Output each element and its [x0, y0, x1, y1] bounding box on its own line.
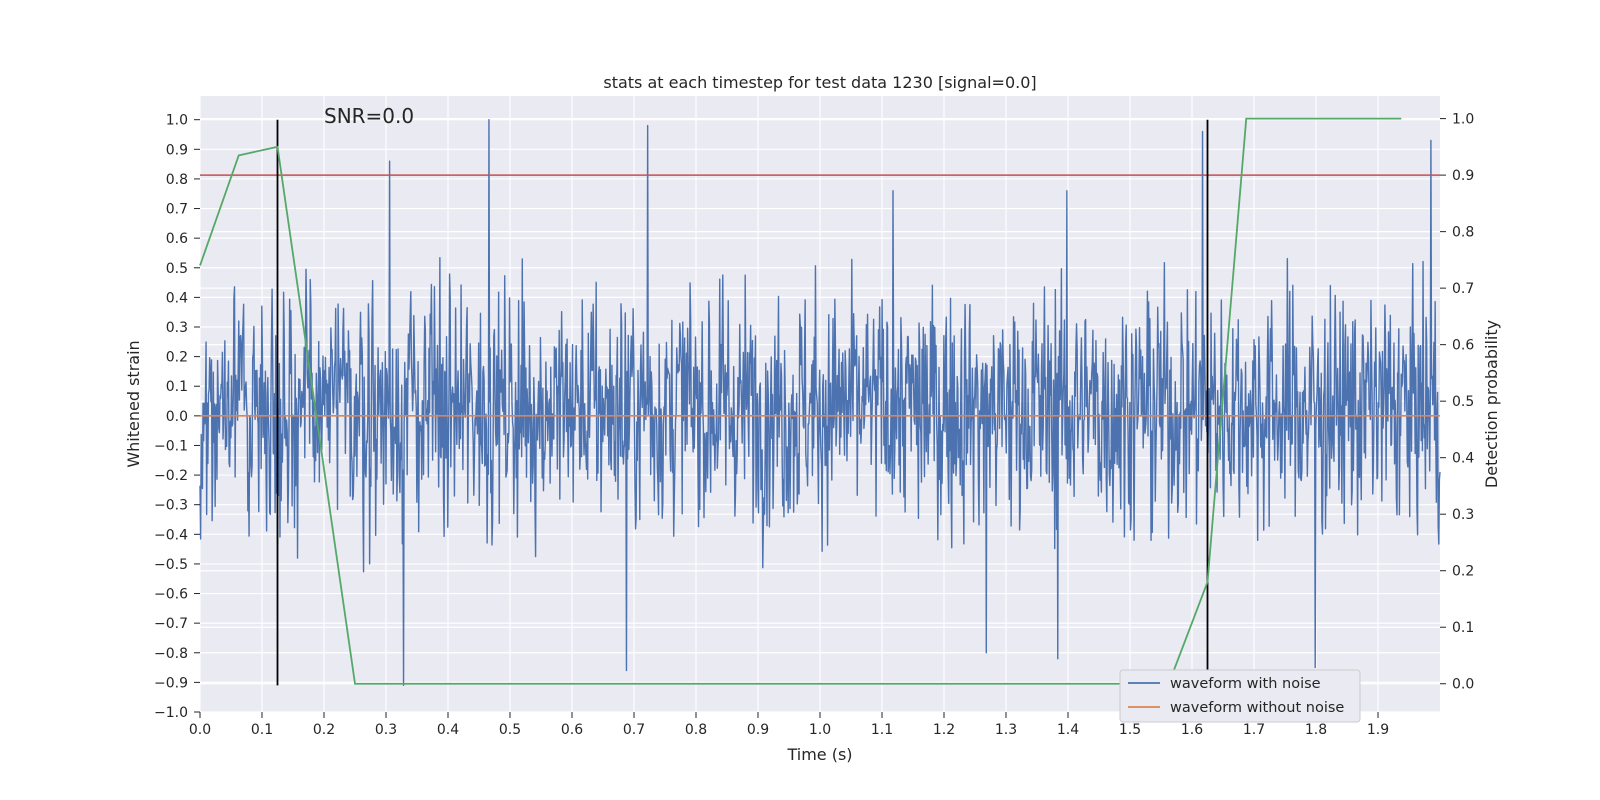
y2-tick-label: 0.3	[1452, 507, 1474, 523]
x-tick-label: 0.8	[685, 722, 707, 738]
x-tick-label: 0.6	[561, 722, 583, 738]
x-tick-label: 1.6	[1181, 722, 1203, 738]
y-tick-label: 0.4	[166, 290, 188, 306]
y2-tick-label: 1.0	[1452, 112, 1474, 128]
legend: waveform with noise waveform without noi…	[1119, 669, 1361, 723]
legend-box	[1119, 669, 1361, 723]
x-tick-label: 1.8	[1305, 722, 1327, 738]
y2-tick-label: 0.2	[1452, 564, 1474, 580]
y-tick-label: 0.8	[166, 172, 188, 188]
axes: 0.0 0.1 0.2 0.3 0.4 0.5 0.6 0.7 0.8 0.9 1.0 1.1 1.2 1…	[154, 112, 1474, 738]
x-tick-label: 1.2	[933, 722, 955, 738]
y-tick-label: −0.1	[154, 438, 188, 454]
x-tick-label: 1.4	[1057, 722, 1079, 738]
x-tick-label: 0.5	[499, 722, 521, 738]
y-tick-label: −0.8	[154, 646, 188, 662]
y-tick-label: −0.2	[154, 468, 188, 484]
snr-annotation: SNR=0.0	[324, 104, 414, 128]
y2-tick-label: 0.9	[1452, 168, 1474, 184]
x-tick-label: 0.3	[375, 722, 397, 738]
y-tick-label: −0.9	[154, 675, 188, 691]
detection-probability-line	[199, 117, 1402, 685]
series-lines	[199, 117, 1440, 686]
y-tick-label: −0.3	[154, 498, 188, 514]
chart-title: stats at each timestep for test data 123…	[603, 73, 1036, 92]
y-tick-label: 0.1	[166, 379, 188, 395]
y-tick-label: 0.0	[166, 409, 188, 425]
x-tick-label: 1.9	[1367, 722, 1389, 738]
noisy-waveform-series	[199, 118, 1441, 687]
y2-tick-label: 0.8	[1452, 225, 1474, 241]
y-tick-label: −0.5	[154, 557, 188, 573]
x-tick-label: 0.1	[251, 722, 273, 738]
x-tick-label: 1.7	[1243, 722, 1265, 738]
y2-axis-label: Detection probability	[1482, 320, 1501, 488]
y2-tick-label: 0.0	[1452, 677, 1474, 693]
noisy-waveform-line	[199, 118, 1441, 687]
y-tick-label: 0.9	[166, 142, 188, 158]
y-tick-label: −1.0	[154, 705, 188, 721]
y-tick-label: 0.7	[166, 202, 188, 218]
y-tick-label: −0.4	[154, 527, 188, 543]
y-tick-label: −0.7	[154, 616, 188, 632]
y2-tick-label: 0.6	[1452, 338, 1474, 354]
y2-tick-label: 0.4	[1452, 451, 1474, 467]
x-tick-label: 1.3	[995, 722, 1017, 738]
y2-tick-label: 0.7	[1452, 281, 1474, 297]
x-tick-label: 0.4	[437, 722, 459, 738]
y-axis-label: Whitened strain	[124, 340, 143, 467]
y-tick-label: 1.0	[166, 113, 188, 129]
x-tick-label: 0.2	[313, 722, 335, 738]
x-axis-label: Time (s)	[786, 745, 852, 764]
x-tick-label: 0.0	[189, 722, 211, 738]
y-tick-label: 0.3	[166, 320, 188, 336]
x-tick-label: 0.9	[747, 722, 769, 738]
y2-tick-label: 0.1	[1452, 620, 1474, 636]
y2-tick-label: 0.5	[1452, 394, 1474, 410]
x-tick-label: 1.5	[1119, 722, 1141, 738]
y-tick-label: 0.6	[166, 231, 188, 247]
x-tick-label: 1.1	[871, 722, 893, 738]
legend-label-noisy: waveform with noise	[1170, 676, 1321, 692]
y-tick-label: 0.5	[166, 261, 188, 277]
x-tick-label: 1.0	[809, 722, 831, 738]
y-tick-label: 0.2	[166, 350, 188, 366]
x-tick-label: 0.7	[623, 722, 645, 738]
legend-label-clean: waveform without noise	[1170, 700, 1344, 716]
y-tick-label: −0.6	[154, 587, 188, 603]
